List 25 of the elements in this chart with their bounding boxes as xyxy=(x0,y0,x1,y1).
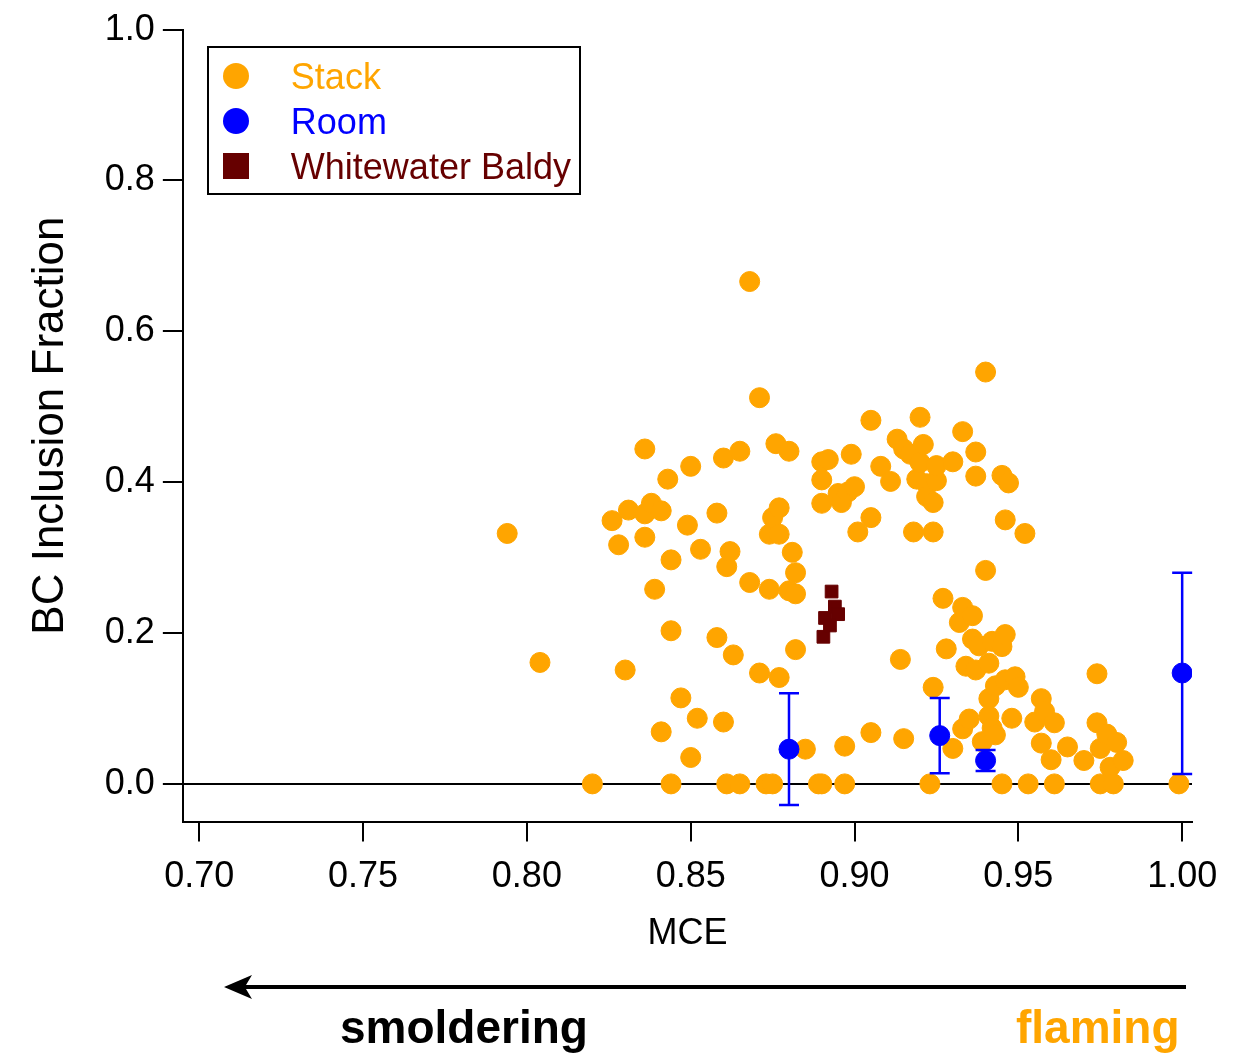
x-tick-label: 1.00 xyxy=(1147,854,1218,896)
text: smoldering xyxy=(340,1000,588,1054)
x-tick-label: 0.75 xyxy=(328,854,399,896)
y-tick-label: 0.8 xyxy=(104,157,155,199)
x-tick-label: 0.80 xyxy=(491,854,562,896)
text: flaming xyxy=(1016,1000,1180,1054)
legend-label: Room xyxy=(290,99,387,144)
point xyxy=(831,607,845,622)
y-tick-label: 0.4 xyxy=(104,459,155,501)
point xyxy=(823,618,837,633)
x-axis-title: MCE xyxy=(647,911,728,953)
x-tick-label: 0.85 xyxy=(655,854,726,896)
y-tick-label: 1.0 xyxy=(104,6,155,48)
legend-label: Whitewater Baldy xyxy=(290,144,571,189)
point xyxy=(1171,662,1192,684)
y-tick-label: 0.6 xyxy=(104,308,155,350)
legend-label: Stack xyxy=(290,54,381,99)
y-tick-label: 0.0 xyxy=(104,760,155,802)
y-axis-title: BC Inclusion Fraction xyxy=(22,216,72,635)
x-tick-label: 0.95 xyxy=(983,854,1054,896)
x-tick-label: 0.70 xyxy=(164,854,235,896)
point xyxy=(778,738,800,760)
y-tick-label: 0.2 xyxy=(104,609,155,651)
point xyxy=(824,584,839,599)
x-tick-label: 0.90 xyxy=(819,854,890,896)
